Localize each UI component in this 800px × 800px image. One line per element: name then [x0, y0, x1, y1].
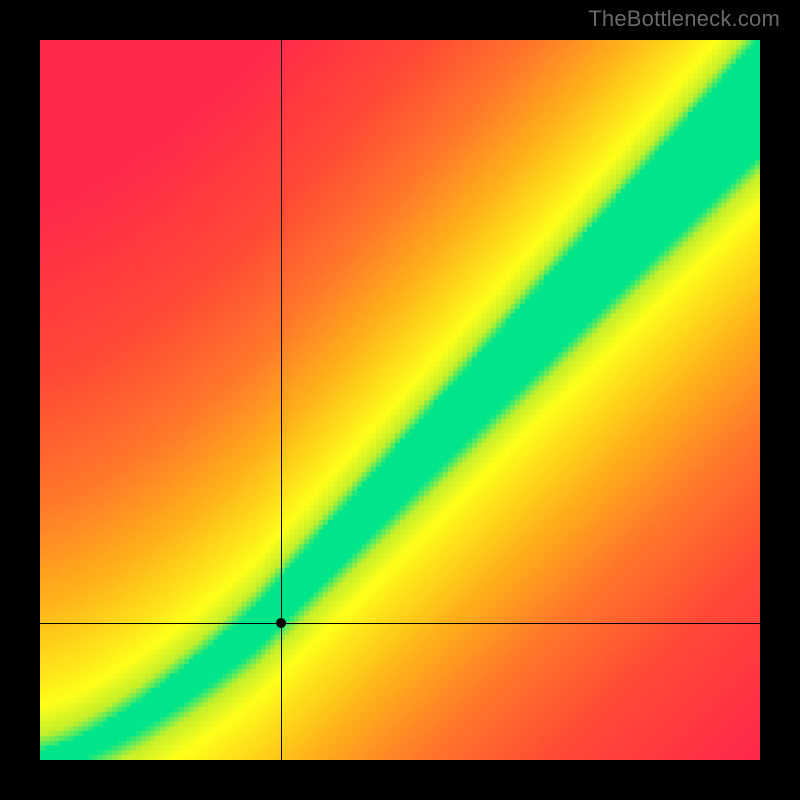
crosshair-vertical: [281, 40, 282, 760]
crosshair-horizontal: [40, 623, 760, 624]
bottleneck-heatmap: [40, 40, 760, 760]
selection-marker: [276, 618, 286, 628]
watermark-text: TheBottleneck.com: [588, 6, 780, 32]
heatmap-canvas: [40, 40, 760, 760]
